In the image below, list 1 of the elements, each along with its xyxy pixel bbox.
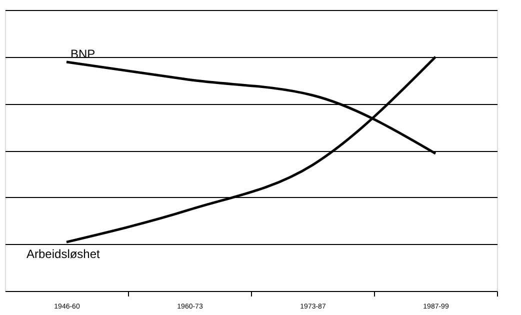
series-label: Arbeidsløshet <box>26 247 101 262</box>
